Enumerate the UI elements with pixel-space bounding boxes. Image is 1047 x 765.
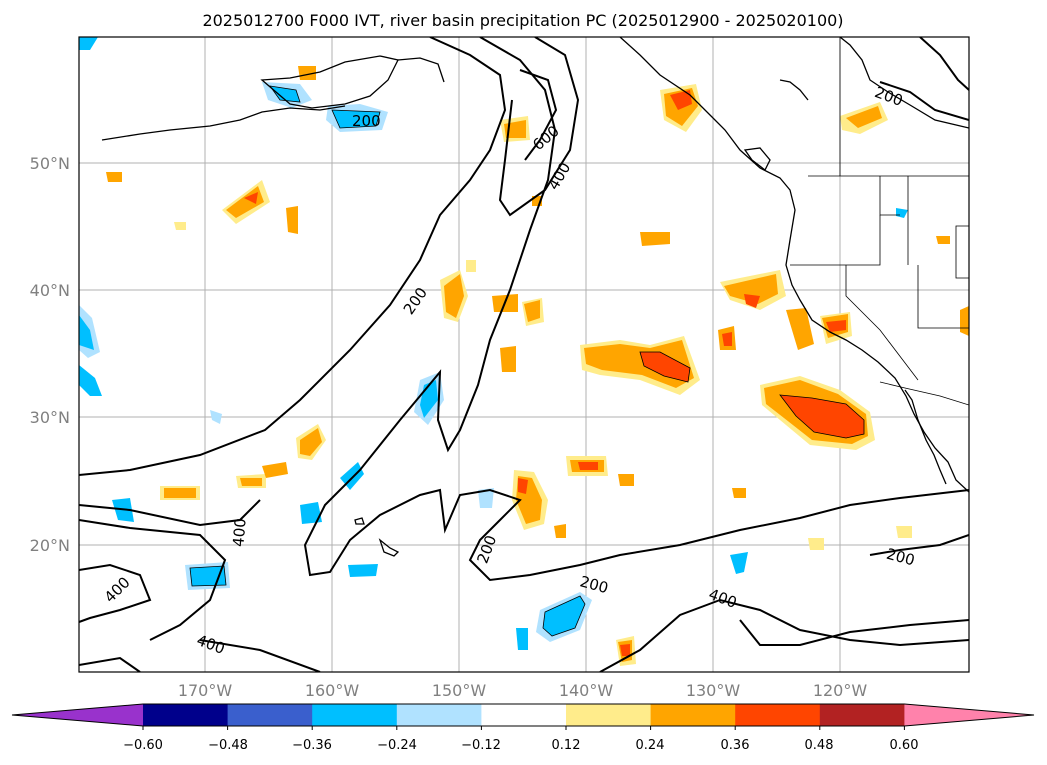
lat-label: 20°N — [30, 536, 70, 555]
colorbar-extend-high — [904, 704, 1034, 726]
colorbar-tick-label: 0.36 — [721, 738, 750, 753]
colorbar-segment — [819, 704, 905, 726]
colorbar-segment — [312, 704, 398, 726]
ivt-contours — [79, 37, 969, 672]
lon-label: 170°W — [178, 681, 233, 700]
lon-label: 140°W — [559, 681, 614, 700]
lat-label: 50°N — [30, 154, 70, 173]
map-frame — [78, 36, 970, 673]
colorbar-tick-label: −0.24 — [377, 738, 417, 753]
longitude-labels: 170°W 160°W 150°W 140°W 130°W 120°W — [178, 681, 868, 700]
colorbar-segment — [227, 704, 313, 726]
lon-label: 160°W — [305, 681, 360, 700]
political-borders — [790, 37, 969, 406]
colorbar-extend-low — [12, 704, 143, 726]
colorbar-tick-label: −0.48 — [208, 738, 248, 753]
colorbar-segment — [481, 704, 567, 726]
colorbar-tick-label: 0.60 — [890, 738, 919, 753]
lon-label: 120°W — [813, 681, 868, 700]
colorbar-tick-labels: −0.60 −0.48 −0.36 −0.24 −0.12 0.12 0.24 … — [123, 738, 918, 753]
lat-label: 40°N — [30, 281, 70, 300]
colorbar-tick-label: −0.60 — [123, 738, 163, 753]
lon-label: 150°W — [432, 681, 487, 700]
precip-anomaly-shading — [79, 37, 969, 666]
contour-label: 200 — [352, 112, 381, 130]
lon-label: 130°W — [686, 681, 741, 700]
coastlines — [101, 37, 969, 557]
figure-title: 2025012700 F000 IVT, river basin precipi… — [202, 11, 843, 30]
colorbar-tick-label: 0.12 — [552, 738, 581, 753]
lat-label: 30°N — [30, 408, 70, 427]
contour-label: 400 — [229, 517, 249, 547]
colorbar-tick-label: −0.36 — [292, 738, 332, 753]
colorbar-segment — [143, 704, 229, 726]
colorbar-segment — [735, 704, 821, 726]
colorbar-segment — [650, 704, 736, 726]
colorbar-tick-label: 0.24 — [636, 738, 665, 753]
colorbar-tick-label: −0.12 — [461, 738, 501, 753]
graticule — [79, 37, 969, 672]
latitude-labels: 50°N 40°N 30°N 20°N — [30, 154, 70, 555]
colorbar — [11, 703, 1035, 730]
colorbar-segment — [396, 704, 482, 726]
anomaly-outlines — [189, 85, 865, 637]
colorbar-segment — [566, 704, 652, 726]
colorbar-tick-label: 0.48 — [805, 738, 834, 753]
